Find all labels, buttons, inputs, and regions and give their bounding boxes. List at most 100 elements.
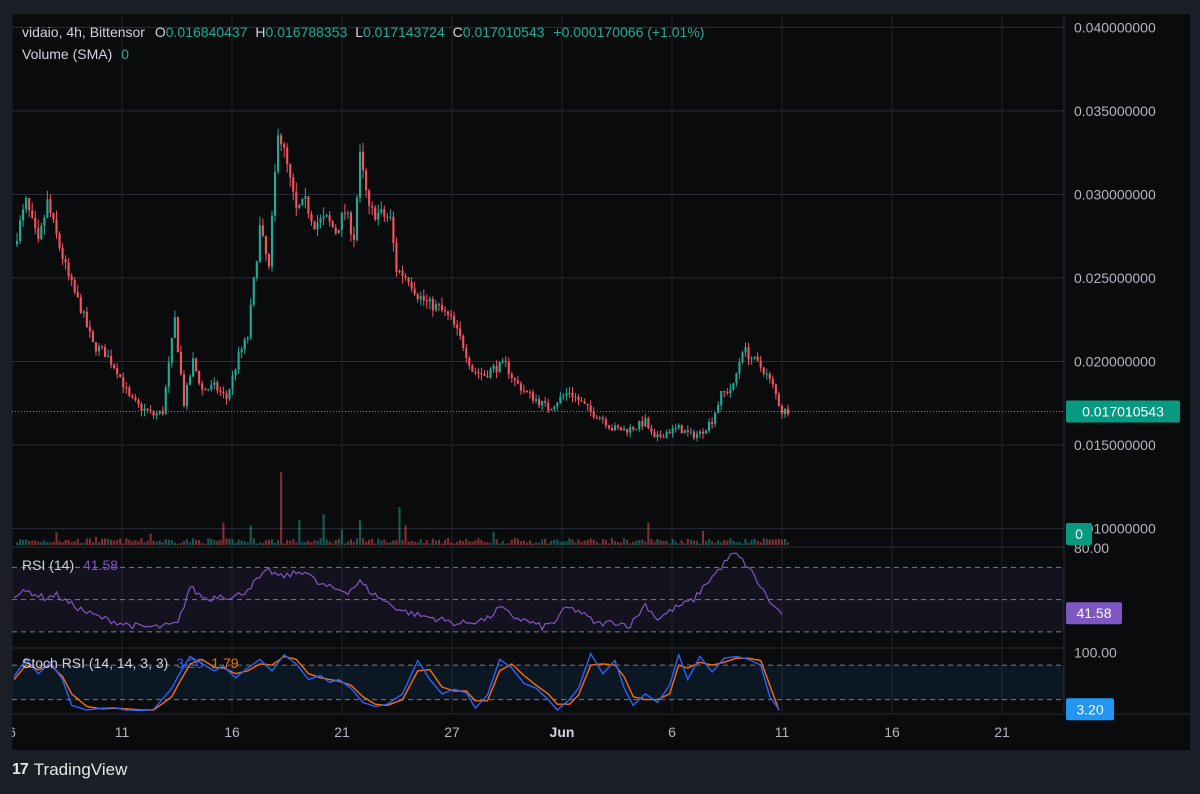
candle-body [659,434,662,437]
volume-bar [456,541,459,545]
volume-bar [152,540,155,545]
volume-bar [76,539,79,545]
volume-bar [225,538,228,545]
candle-body [556,403,559,407]
volume-bar [401,539,404,545]
candle-body [610,427,614,431]
rsi-pane[interactable] [12,552,1064,633]
candle-body [519,383,522,391]
candle-body [708,421,711,431]
volume-bar [107,538,110,545]
volume-bar [340,529,343,545]
candle-body [188,376,192,385]
last-price-tag: 0.017010543 [1066,400,1180,423]
tradingview-logo[interactable]: 17 TradingView [12,760,127,780]
volume-bar [286,539,289,545]
volume-bar [535,542,538,545]
candle-body [228,389,231,399]
volume-legend[interactable]: Volume (SMA) 0 [22,46,129,62]
time-axis[interactable]: 6 11 16 21 27 Jun 6 11 16 21 [12,724,1010,740]
ohlc-legend[interactable]: vidaio, 4h, Bittensor O0.016840437 H0.01… [22,24,704,40]
volume-label: Volume (SMA) [22,46,112,62]
rsi-legend[interactable]: RSI (14) 41.58 [22,557,118,573]
high-value: 0.016788353 [266,24,348,40]
volume-bar [677,543,680,545]
candle-body [149,410,152,412]
volume-bar [85,538,88,545]
candle-body [234,369,237,376]
volume-bar [67,539,70,545]
volume-bar [601,539,604,545]
volume-bar [289,540,292,545]
candle-body [319,218,322,223]
candle-body [531,392,535,401]
volume-bar [210,538,213,545]
candle-body [46,199,49,218]
gridlines [12,14,1064,714]
stoch-rsi-pane[interactable] [12,651,1064,712]
volume-bar [46,542,49,545]
volume-bar [468,541,471,545]
candle-body [723,391,726,393]
volume-bar [91,542,94,545]
stoch-d-value: 1.79 [211,655,238,671]
candle-body [756,356,759,361]
candle-body [264,235,267,255]
volume-bar [471,541,474,545]
volume-bar [568,538,571,545]
volume-bar [346,541,349,545]
candle-body [677,425,680,428]
candle-body [786,408,790,415]
symbol-title[interactable]: vidaio, 4h, Bittensor [22,24,145,40]
time-tick-label: 11 [775,724,790,740]
volume-bar [504,543,507,545]
open-label: O [155,24,166,40]
candle-body [82,311,85,313]
volume-bar [267,539,271,545]
volume-bar [662,540,665,545]
candle-body [240,349,243,353]
candle-body [629,426,632,433]
candle-body [425,300,428,302]
candle-body [698,431,702,434]
candle-body [783,408,787,415]
volume-bar [556,539,559,545]
volume-bar [683,543,686,545]
volume-bar [355,538,359,545]
candle-body [383,209,386,217]
volume-bar [31,540,34,545]
candle-body [762,367,765,374]
stoch-band-lines [12,664,1064,701]
candle-body [650,428,653,432]
time-tick-label: 16 [884,724,900,740]
candle-body [125,387,128,389]
volume-bar [671,538,674,545]
candle-body [122,377,125,388]
candle-body [662,436,665,438]
candle-body [225,393,228,399]
candle-body [726,391,729,394]
volume-bar [762,538,765,545]
stoch-legend[interactable]: Stoch RSI (14, 14, 3, 3) 3.20 1.79 [22,655,239,671]
volume-bar [680,540,683,545]
candle-body [22,209,25,221]
volume-bar [431,538,434,545]
chart-canvas[interactable]: 0.040000000 0.035000000 0.030000000 0.02500… [12,14,1190,750]
candle-body [577,396,580,401]
volume-bar [741,543,744,545]
volume-bar [744,538,747,545]
candle-body [759,360,762,368]
candle-body [765,373,768,375]
volume-bar [49,542,52,545]
volume-bar [750,539,753,545]
candle-body [419,296,422,300]
price-pane[interactable] [12,128,1064,545]
candle-body [507,361,510,375]
stoch-k-line [13,651,780,712]
candle-body [586,403,589,406]
volume-bar [689,540,692,545]
price-axis[interactable]: 0.040000000 0.035000000 0.030000000 0.02500… [1074,19,1156,660]
candle-body [55,219,58,234]
volume-bar [404,525,407,545]
candle-body [428,298,431,302]
